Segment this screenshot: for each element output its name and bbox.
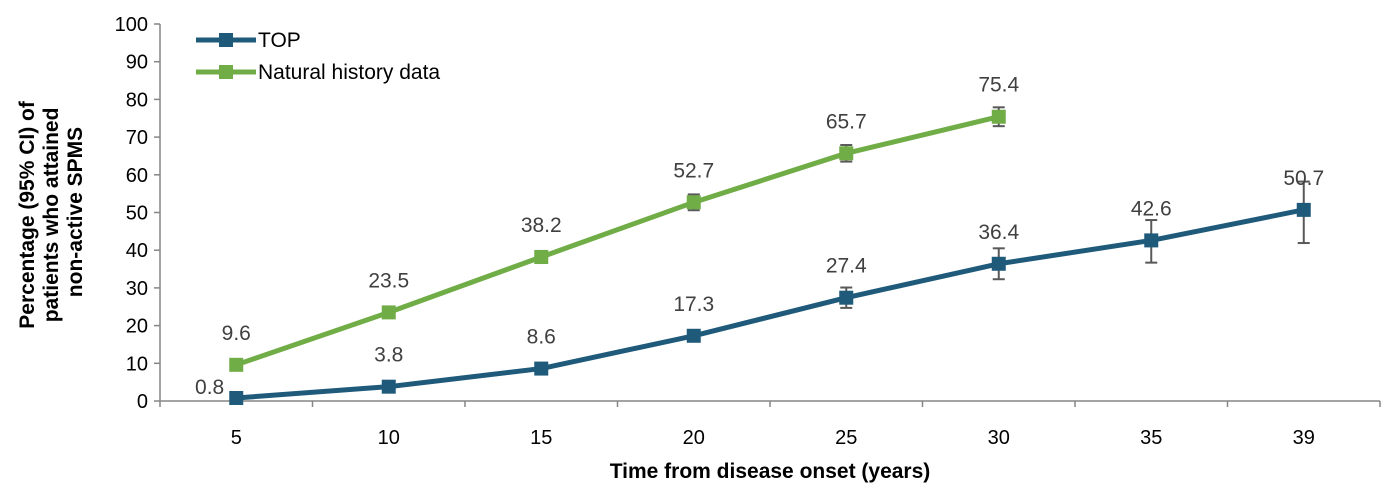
y-tick-label: 100 [115, 14, 148, 36]
legend-label-top: TOP [258, 29, 301, 52]
x-tick-label: 30 [988, 427, 1010, 449]
y-tick-label: 20 [126, 316, 148, 338]
y-tick-label: 40 [126, 240, 148, 262]
y-tick-label: 50 [126, 203, 148, 225]
data-point [839, 290, 854, 305]
x-ticks: 5 10 15 20 25 30 35 39 [159, 401, 1381, 449]
data-label: 38.2 [521, 214, 562, 237]
data-label: 65.7 [826, 110, 867, 133]
series-top: 0.8 3.8 8.6 17.3 27.4 36.4 42.6 50.7 [195, 167, 1324, 405]
y-tick-label: 10 [126, 353, 148, 375]
data-label: 52.7 [673, 159, 714, 182]
y-tick-label: 80 [126, 89, 148, 111]
x-axis-title: Time from disease onset (years) [610, 460, 931, 483]
x-tick-label: 5 [231, 427, 242, 449]
data-label: 50.7 [1283, 167, 1324, 190]
data-point [534, 249, 549, 264]
x-tick-label: 35 [1140, 427, 1162, 449]
series-line [235, 114, 1000, 368]
y-tick-label: 30 [126, 278, 148, 300]
x-tick-label: 15 [530, 427, 552, 449]
data-label: 27.4 [826, 255, 867, 278]
data-point [534, 361, 549, 376]
data-point [839, 146, 854, 161]
x-tick-label: 25 [835, 427, 857, 449]
x-tick-label: 10 [378, 427, 400, 449]
data-point [1296, 202, 1311, 217]
y-axis-title-line-3: non-active SPMS [64, 127, 87, 297]
y-axis-title-line-2: patients who attained [40, 108, 63, 323]
data-point [991, 256, 1006, 271]
y-tick-label: 70 [126, 127, 148, 149]
data-point [229, 390, 244, 405]
y-tick-label: 0 [137, 391, 148, 413]
data-point [991, 109, 1006, 124]
legend-label-natural-history: Natural history data [258, 61, 440, 84]
legend-marker-top [219, 33, 233, 47]
data-point [229, 357, 244, 372]
y-tick-label: 60 [126, 165, 148, 187]
data-label: 75.4 [978, 74, 1019, 97]
data-point [686, 328, 701, 343]
y-axis-title: Percentage (95% CI) of patients who atta… [16, 95, 87, 328]
data-point [381, 379, 396, 394]
data-label: 0.8 [195, 376, 224, 399]
data-point [381, 305, 396, 320]
data-label: 42.6 [1131, 197, 1172, 220]
series-natural-history: 9.6 23.5 38.2 52.7 65.7 75.4 [222, 74, 1020, 372]
data-label: 3.8 [374, 344, 403, 367]
legend-marker-natural-history [219, 65, 233, 79]
series-layer: 0.8 3.8 8.6 17.3 27.4 36.4 42.6 50.7 9.6 23.5 38.2… [195, 74, 1324, 405]
legend: TOP Natural history data [196, 29, 440, 84]
data-label: 23.5 [368, 269, 409, 292]
data-label: 9.6 [222, 322, 251, 345]
data-label: 36.4 [978, 221, 1019, 244]
y-tick-label: 90 [126, 52, 148, 74]
legend-item-top: TOP [196, 29, 301, 52]
x-tick-label: 20 [683, 427, 705, 449]
y-axis-title-line-1: Percentage (95% CI) of [16, 100, 39, 329]
legend-item-natural-history: Natural history data [196, 61, 440, 84]
data-point [1144, 233, 1159, 248]
data-label: 8.6 [527, 326, 556, 349]
data-point [686, 195, 701, 210]
data-label: 17.3 [673, 293, 714, 316]
series-line [236, 207, 1305, 401]
x-tick-label: 39 [1293, 427, 1315, 449]
y-ticks: 0 10 20 30 40 50 60 70 80 90 100 [115, 14, 160, 413]
